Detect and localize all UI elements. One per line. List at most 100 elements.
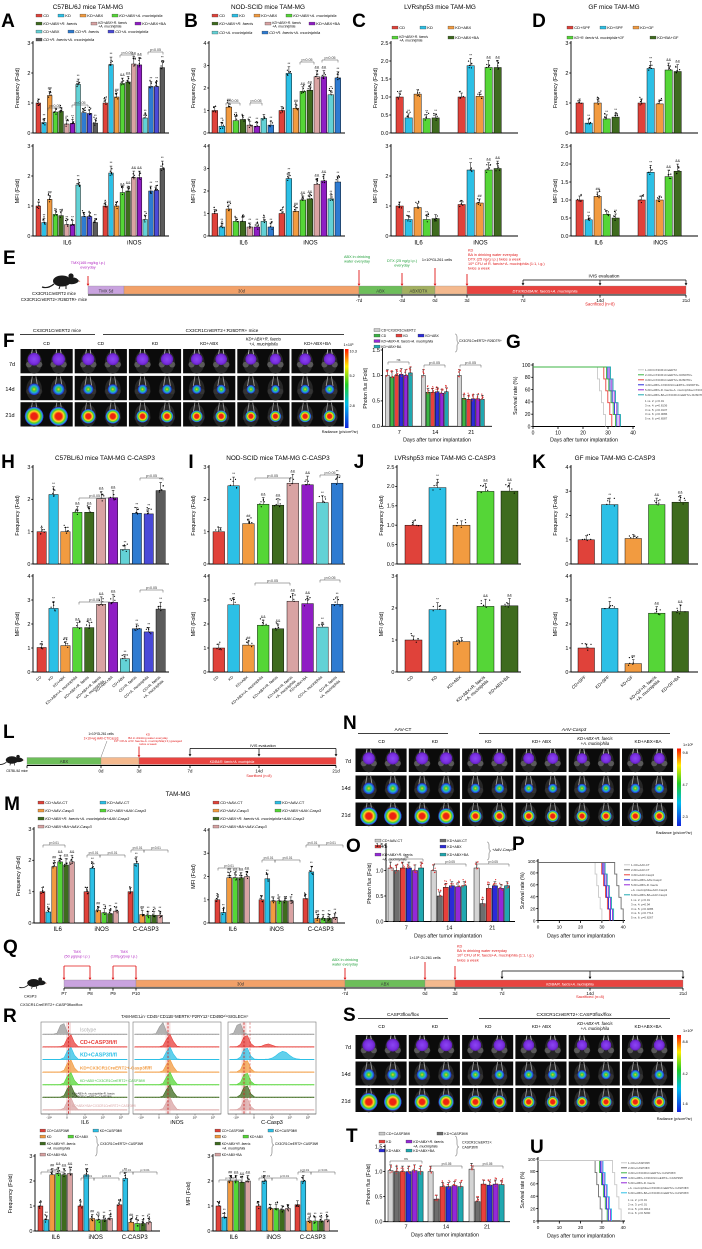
svg-text:1 vs. 2: p<0.01: 1 vs. 2: p<0.01 bbox=[631, 898, 650, 902]
svg-text:+CX3CR1CreERT2+:CASP3fl/fl: +CX3CR1CreERT2+:CASP3fl/fl bbox=[72, 1094, 112, 1098]
svg-text:&&: && bbox=[495, 156, 500, 160]
svg-text:KD: KD bbox=[228, 675, 235, 682]
svg-text:4: 4 bbox=[203, 828, 206, 834]
svg-text:3: 3 bbox=[385, 144, 388, 150]
svg-text:M: M bbox=[4, 794, 20, 815]
svg-text:80: 80 bbox=[530, 1169, 536, 1174]
svg-text:KD+ABX+BA: KD+ABX+BA bbox=[316, 21, 340, 26]
svg-text:1: 1 bbox=[27, 646, 30, 652]
svg-text:Photon flux (Fold): Photon flux (Fold) bbox=[367, 863, 373, 904]
svg-text:p<0.05: p<0.05 bbox=[267, 474, 278, 478]
svg-text:**: ** bbox=[45, 1211, 48, 1215]
svg-text:+A. muciniphila: +A. muciniphila bbox=[413, 1145, 437, 1149]
svg-text:10⁵: 10⁵ bbox=[306, 1116, 311, 1120]
svg-text:MFI (Fold): MFI (Fold) bbox=[379, 612, 385, 637]
svg-text:MFI (Fold): MFI (Fold) bbox=[553, 612, 559, 637]
svg-text:KD/BA/R. faecis+A. muciniphila: KD/BA/R. faecis+A. muciniphila bbox=[210, 760, 255, 764]
svg-text:KD+ABX+R. faecis+A. muciniphil: KD+ABX+R. faecis+A. muciniphila bbox=[381, 340, 433, 344]
svg-text:TAM-MG: TAM-MG bbox=[166, 791, 191, 798]
svg-text:&&: && bbox=[276, 494, 281, 498]
svg-text:&&: && bbox=[495, 55, 500, 59]
svg-text:Days after tumor implantation: Days after tumor implantation bbox=[550, 438, 618, 444]
svg-text:CD+ABX: CD+ABX bbox=[43, 29, 59, 34]
svg-text:1.0: 1.0 bbox=[376, 868, 384, 874]
svg-text:KD+ABX+R. faecis: KD+ABX+R. faecis bbox=[43, 21, 77, 26]
svg-text:iNOS: iNOS bbox=[473, 241, 487, 247]
svg-text:21: 21 bbox=[468, 430, 474, 436]
svg-text:**: ** bbox=[336, 469, 339, 473]
svg-text:2: 2 bbox=[565, 513, 568, 519]
svg-text:p<0.05: p<0.05 bbox=[445, 860, 455, 864]
svg-text:**: ** bbox=[149, 76, 152, 80]
svg-text:**: ** bbox=[336, 592, 339, 596]
svg-text:+A. muciniphila: +A. muciniphila bbox=[272, 25, 295, 29]
svg-text:7d: 7d bbox=[188, 769, 193, 774]
svg-text:&&: && bbox=[315, 66, 320, 70]
svg-text:1 vs. 2: p<0.01: 1 vs. 2: p<0.01 bbox=[645, 399, 664, 403]
svg-text:P8: P8 bbox=[87, 991, 93, 996]
svg-text:3: 3 bbox=[565, 489, 568, 495]
svg-text:Survival rate (%): Survival rate (%) bbox=[520, 1171, 526, 1208]
svg-text:2: 2 bbox=[27, 622, 30, 628]
svg-text:water everyday: water everyday bbox=[332, 963, 358, 967]
svg-text:0.0: 0.0 bbox=[387, 562, 395, 568]
svg-text:**: ** bbox=[329, 86, 332, 90]
svg-text:1: 1 bbox=[29, 1204, 32, 1210]
svg-text:CD+CASP3fl/fl: CD+CASP3fl/fl bbox=[222, 1129, 245, 1133]
svg-text:0.5: 0.5 bbox=[372, 399, 380, 405]
svg-text:**: ** bbox=[159, 597, 162, 601]
svg-text:p<0.01: p<0.01 bbox=[89, 851, 99, 855]
svg-text:-10³: -10³ bbox=[138, 1116, 143, 1120]
svg-text:**: ** bbox=[469, 53, 472, 57]
svg-text:Photon flux (Fold): Photon flux (Fold) bbox=[366, 1163, 372, 1204]
svg-text:80: 80 bbox=[530, 871, 536, 876]
svg-text:0.5: 0.5 bbox=[375, 1194, 383, 1200]
svg-text:p<0.01: p<0.01 bbox=[108, 851, 118, 855]
svg-text:&&: && bbox=[111, 590, 116, 594]
svg-text:twice a week: twice a week bbox=[139, 742, 157, 746]
svg-text:2.0: 2.0 bbox=[387, 484, 395, 490]
svg-text:p<0.05: p<0.05 bbox=[146, 474, 157, 478]
svg-text:&&: && bbox=[675, 159, 680, 163]
svg-text:P7: P7 bbox=[61, 991, 67, 996]
svg-text:14: 14 bbox=[432, 430, 438, 436]
svg-text:KD: KD bbox=[432, 739, 439, 744]
svg-text:0.0: 0.0 bbox=[376, 919, 384, 925]
svg-text:p<0.05: p<0.05 bbox=[89, 494, 100, 498]
svg-text:**: ** bbox=[97, 1211, 100, 1215]
svg-text:CASP3: CASP3 bbox=[24, 995, 36, 999]
svg-text:DTX (25 ng/g i.p.): DTX (25 ng/g i.p.) bbox=[387, 259, 418, 263]
svg-text:MFI (Fold): MFI (Fold) bbox=[553, 179, 559, 204]
svg-text:p<0.05: p<0.05 bbox=[121, 51, 132, 55]
svg-text:BA in drinking water everyday: BA in drinking water everyday bbox=[457, 949, 507, 953]
svg-text:&&: && bbox=[70, 850, 75, 854]
svg-text:KD+ABX+R. faecis: KD+ABX+R. faecis bbox=[222, 1142, 251, 1146]
svg-text:**: ** bbox=[269, 116, 272, 120]
svg-text:3 vs. 6: p=0.7714: 3 vs. 6: p=0.7714 bbox=[631, 911, 654, 915]
svg-text:AAV-Casp3: AAV-Casp3 bbox=[561, 727, 587, 733]
svg-text:8.8: 8.8 bbox=[683, 1040, 688, 1044]
svg-text:60: 60 bbox=[530, 883, 536, 888]
svg-text:0: 0 bbox=[565, 670, 568, 676]
svg-text:KD+ABX+BA: KD+ABX+BA bbox=[381, 345, 402, 349]
svg-text:**: ** bbox=[142, 1215, 145, 1219]
svg-text:0: 0 bbox=[27, 234, 30, 240]
svg-text:1-CD+CASP3fl/fl: 1-CD+CASP3fl/fl bbox=[628, 1161, 650, 1165]
svg-text:3: 3 bbox=[203, 465, 206, 471]
svg-text:KD/BA/R. faecis+A. muciniphila: KD/BA/R. faecis+A. muciniphila bbox=[546, 983, 594, 987]
svg-text:Frequency (Fold): Frequency (Fold) bbox=[191, 68, 197, 109]
svg-text:0: 0 bbox=[537, 925, 540, 930]
svg-text:##: ## bbox=[227, 868, 231, 872]
svg-text:KD+ABX+BA: KD+ABX+BA bbox=[47, 1153, 68, 1157]
svg-text:&&: && bbox=[483, 479, 488, 483]
svg-text:LVRshp53 mice TAM-MG C-CASP3: LVRshp53 mice TAM-MG C-CASP3 bbox=[394, 455, 496, 462]
svg-text:3: 3 bbox=[27, 144, 30, 150]
svg-text:&&: && bbox=[75, 502, 80, 506]
svg-text:CX3CR1CreERT2+:CASP3fl/fl: CX3CR1CreERT2+:CASP3fl/fl bbox=[275, 1142, 318, 1146]
svg-text:3 vs. 6: p=0.5290: 3 vs. 6: p=0.5290 bbox=[628, 1211, 651, 1215]
svg-text:0: 0 bbox=[391, 670, 394, 676]
svg-text:**: ** bbox=[321, 491, 324, 495]
svg-text:14: 14 bbox=[446, 926, 452, 932]
svg-text:**: ** bbox=[287, 167, 290, 171]
svg-text:CX3CR1CreERT2 mice: CX3CR1CreERT2 mice bbox=[32, 291, 77, 296]
